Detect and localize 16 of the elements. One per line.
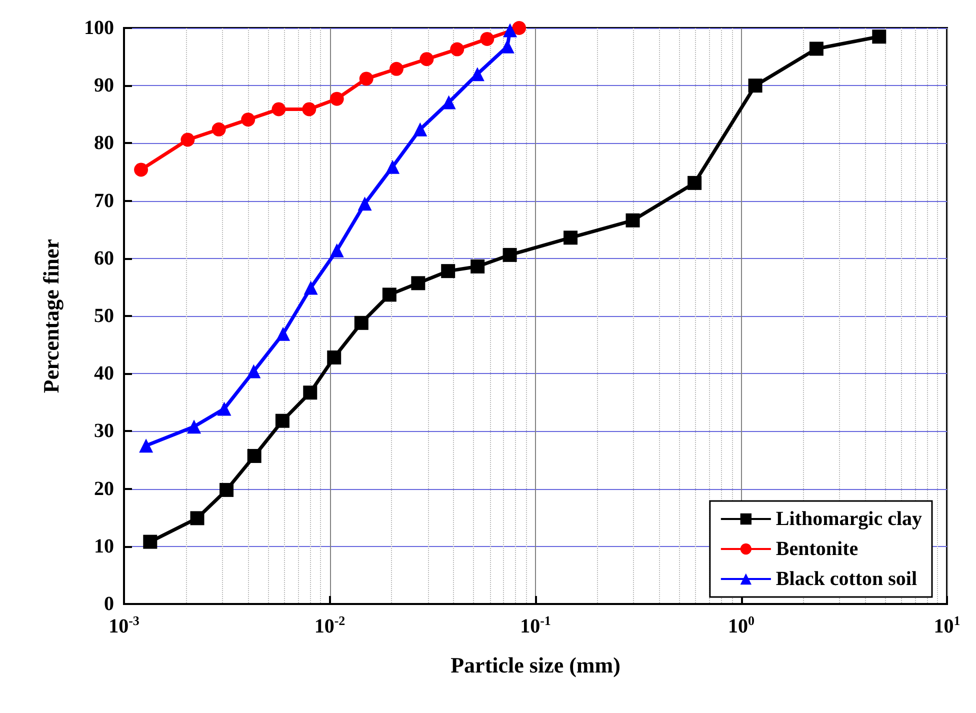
y-tick-label: 10 [94,535,114,558]
y-tick-label: 100 [84,17,114,39]
y-tick-label: 40 [94,362,114,385]
y-tick-label: 60 [94,247,114,270]
y-tick-label: 30 [94,420,114,442]
y-tick-label: 20 [94,478,114,500]
y-tick-label: 90 [94,74,114,97]
y-tick-label: 50 [94,305,114,327]
x-axis-title: Particle size (mm) [450,652,620,678]
legend-label: Lithomargic clay [776,508,922,530]
y-tick-label: 80 [94,132,114,154]
y-tick-label: 0 [104,593,114,615]
legend-label: Black cotton soil [776,568,918,590]
legend-label: Bentonite [776,538,858,560]
y-axis-title: Percentage finer [38,238,64,394]
y-tick-label: 70 [94,190,114,212]
